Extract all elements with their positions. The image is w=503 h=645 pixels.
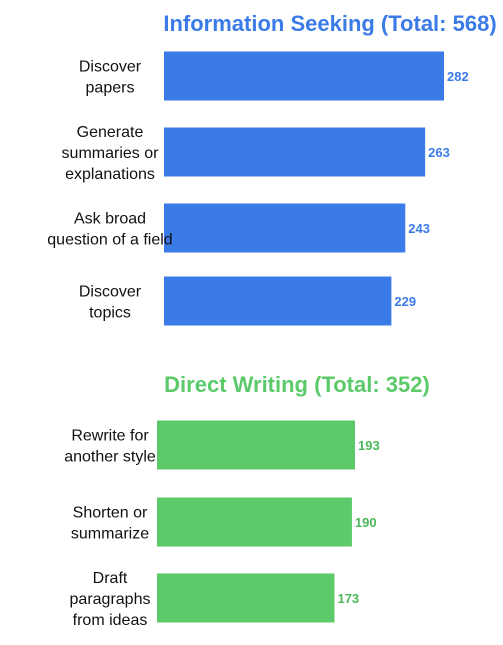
bar <box>164 127 426 177</box>
bar-value-label: 173 <box>337 591 359 606</box>
category-label: question of a field <box>47 232 172 249</box>
bar <box>164 51 444 101</box>
bar <box>157 420 355 470</box>
category-label: paragraphs <box>70 591 151 608</box>
category-label: another style <box>64 449 156 466</box>
category-label: papers <box>86 80 135 97</box>
category-label: Shorten or <box>73 505 148 522</box>
category-label: Draft <box>93 570 128 587</box>
category-label: Rewrite for <box>71 428 149 445</box>
category-label: explanations <box>65 166 155 183</box>
category-label: Discover <box>79 59 142 76</box>
bar-value-label: 263 <box>428 145 450 160</box>
bar <box>157 573 335 623</box>
bar-value-label: 229 <box>394 294 416 309</box>
bar-value-label: 282 <box>447 69 469 84</box>
chart-title: Direct Writing (Total: 352) <box>164 372 430 397</box>
bar-value-label: 193 <box>358 438 380 453</box>
bar-value-label: 190 <box>355 515 377 530</box>
bar <box>157 497 352 547</box>
category-label: topics <box>89 305 131 322</box>
chart-title: Information Seeking (Total: 568) <box>163 11 496 36</box>
bar <box>164 203 406 253</box>
chart-panel-1: Information Seeking (Total: 568) 282 Disco… <box>47 11 497 326</box>
bar-value-label: 243 <box>408 221 430 236</box>
chart-panel-2: Direct Writing (Total: 352) 193 Rewrite fo… <box>64 372 430 629</box>
category-label: summaries or <box>62 145 160 162</box>
category-label: from ideas <box>73 612 148 629</box>
category-label: Generate <box>77 124 144 141</box>
category-label: summarize <box>71 526 149 543</box>
category-label: Ask broad <box>74 211 146 228</box>
bar <box>164 276 392 326</box>
category-label: Discover <box>79 284 142 301</box>
